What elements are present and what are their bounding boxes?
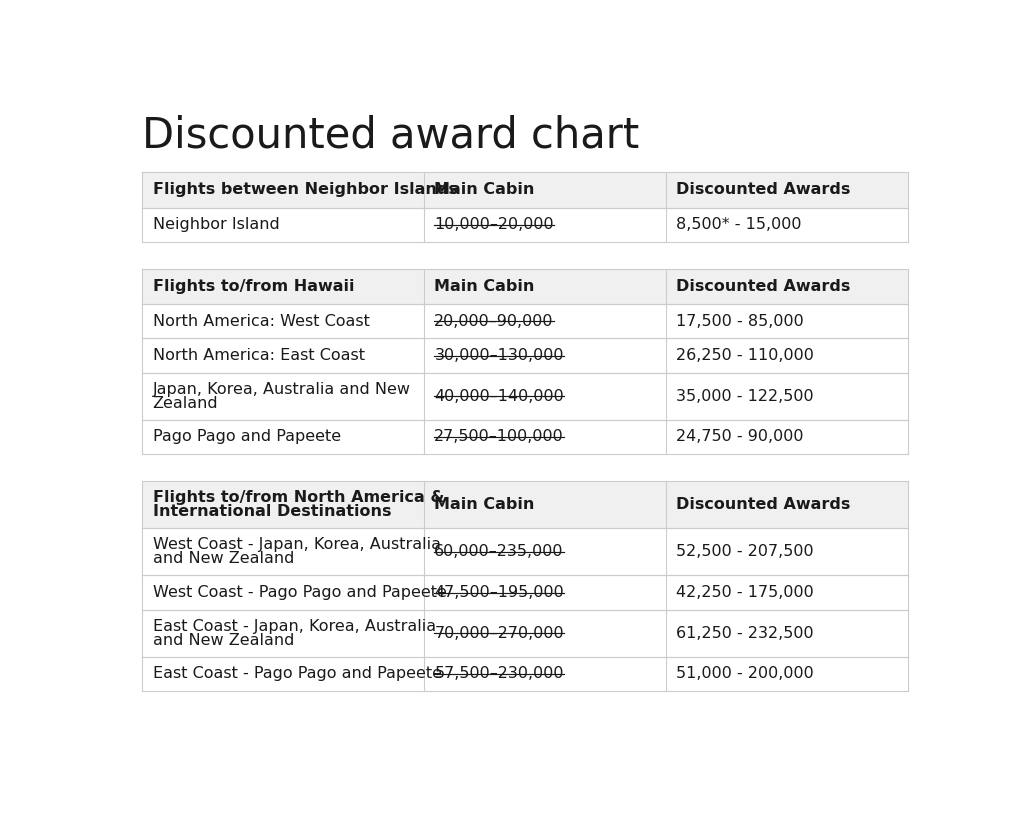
Text: Discounted award chart: Discounted award chart	[142, 115, 640, 157]
Bar	[142, 481, 908, 529]
Bar	[142, 373, 908, 420]
Bar	[142, 420, 908, 454]
Text: 70,000–270,000: 70,000–270,000	[434, 625, 564, 641]
Text: 42,250 - 175,000: 42,250 - 175,000	[677, 585, 814, 600]
Text: Neighbor Island: Neighbor Island	[153, 217, 280, 233]
Text: 27,500–100,000: 27,500–100,000	[434, 430, 564, 445]
Text: 10,000–20,000: 10,000–20,000	[434, 217, 554, 233]
Text: Flights to/from North America &: Flights to/from North America &	[153, 490, 444, 505]
Text: Zealand: Zealand	[153, 396, 218, 411]
Text: North America: East Coast: North America: East Coast	[153, 348, 365, 363]
Bar	[142, 610, 908, 657]
Text: Main Cabin: Main Cabin	[434, 182, 535, 197]
Text: 35,000 - 122,500: 35,000 - 122,500	[677, 389, 814, 403]
Text: 47,500–195,000: 47,500–195,000	[434, 585, 564, 600]
Text: Pago Pago and Papeete: Pago Pago and Papeete	[153, 430, 341, 445]
Text: Japan, Korea, Australia and New: Japan, Korea, Australia and New	[153, 382, 411, 397]
Text: 61,250 - 232,500: 61,250 - 232,500	[677, 625, 814, 641]
Bar	[142, 529, 908, 576]
Bar	[142, 657, 908, 691]
Text: Main Cabin: Main Cabin	[434, 497, 535, 512]
Text: 26,250 - 110,000: 26,250 - 110,000	[677, 348, 814, 363]
Text: 51,000 - 200,000: 51,000 - 200,000	[677, 667, 814, 681]
Text: 60,000–235,000: 60,000–235,000	[434, 544, 564, 559]
Text: 52,500 - 207,500: 52,500 - 207,500	[677, 544, 814, 559]
Text: 30,000–130,000: 30,000–130,000	[434, 348, 564, 363]
Text: International Destinations: International Destinations	[153, 504, 391, 519]
Text: Main Cabin: Main Cabin	[434, 279, 535, 294]
Text: Discounted Awards: Discounted Awards	[677, 182, 851, 197]
Text: 57,500–230,000: 57,500–230,000	[434, 667, 564, 681]
Bar	[142, 172, 908, 208]
Text: 40,000–140,000: 40,000–140,000	[434, 389, 564, 403]
Text: and New Zealand: and New Zealand	[153, 551, 294, 567]
Text: and New Zealand: and New Zealand	[153, 633, 294, 648]
Text: Flights between Neighbor Islands: Flights between Neighbor Islands	[153, 182, 458, 197]
Text: East Coast - Japan, Korea, Australia: East Coast - Japan, Korea, Australia	[153, 619, 436, 634]
Text: Discounted Awards: Discounted Awards	[677, 279, 851, 294]
Text: 8,500* - 15,000: 8,500* - 15,000	[677, 217, 802, 233]
Text: North America: West Coast: North America: West Coast	[153, 314, 370, 329]
Text: 24,750 - 90,000: 24,750 - 90,000	[677, 430, 804, 445]
Text: West Coast - Japan, Korea, Australia: West Coast - Japan, Korea, Australia	[153, 537, 440, 553]
Text: 20,000–90,000: 20,000–90,000	[434, 314, 554, 329]
Bar	[142, 338, 908, 373]
Bar	[142, 576, 908, 610]
Bar	[142, 269, 908, 304]
Bar	[142, 208, 908, 242]
Text: West Coast - Pago Pago and Papeete: West Coast - Pago Pago and Papeete	[153, 585, 446, 600]
Bar	[142, 304, 908, 338]
Text: Flights to/from Hawaii: Flights to/from Hawaii	[153, 279, 354, 294]
Text: Discounted Awards: Discounted Awards	[677, 497, 851, 512]
Text: 17,500 - 85,000: 17,500 - 85,000	[677, 314, 804, 329]
Text: East Coast - Pago Pago and Papeete: East Coast - Pago Pago and Papeete	[153, 667, 441, 681]
